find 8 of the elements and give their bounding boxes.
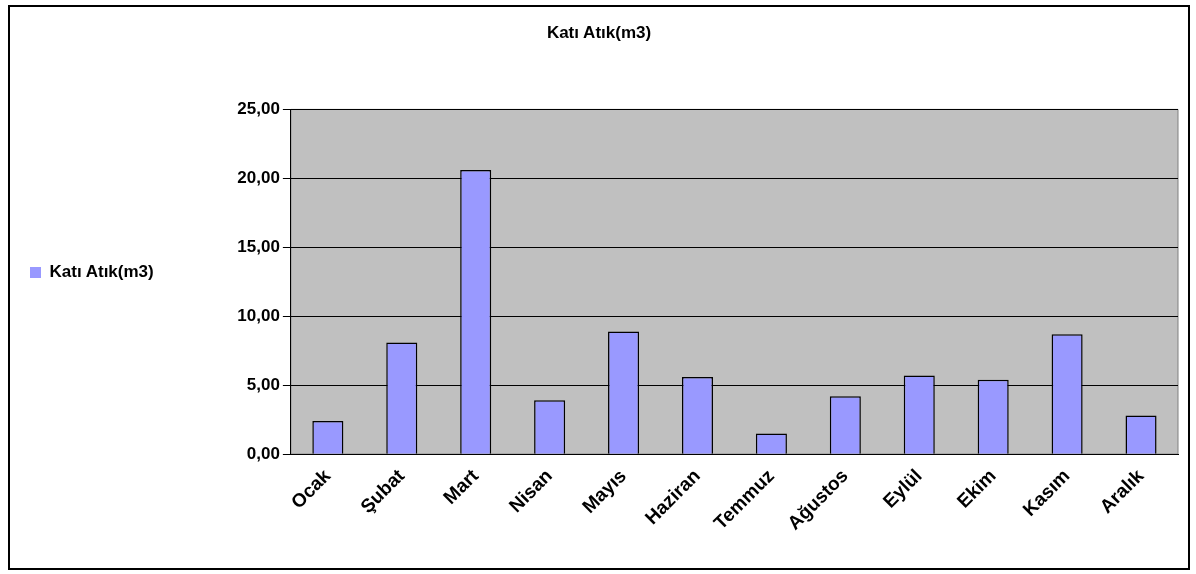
y-tick-label: 25,00: [237, 99, 280, 119]
y-tick-label: 5,00: [246, 374, 280, 394]
legend-label: Katı Atık(m3): [49, 262, 154, 282]
chart-title: Katı Atık(m3): [546, 22, 652, 42]
y-tick-label: 15,00: [237, 236, 280, 256]
y-tick-label: 0,00: [246, 443, 280, 463]
y-tick-label: 20,00: [237, 168, 280, 188]
y-tick-label: 10,00: [237, 305, 280, 325]
